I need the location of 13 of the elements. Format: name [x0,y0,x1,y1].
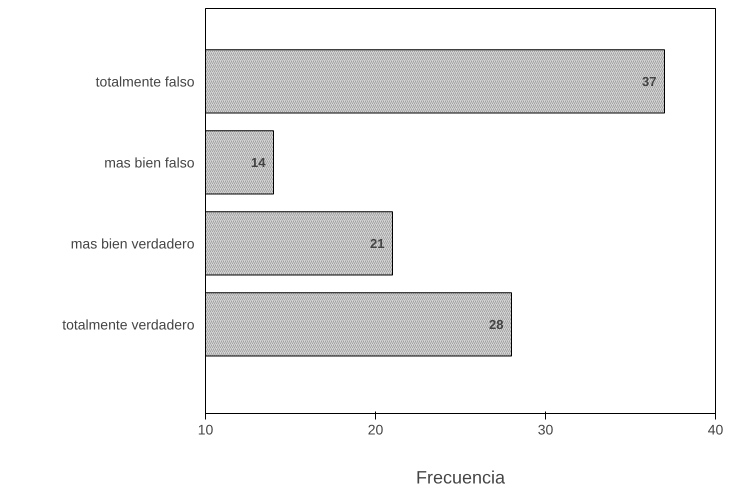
x-tick-label: 40 [708,422,724,438]
data-label: 14 [251,154,266,170]
x-tick-label: 30 [538,422,554,438]
x-tick-label: 10 [198,422,214,438]
x-tick-label: 20 [368,422,384,438]
x-axis-title: Frecuencia [416,468,506,488]
data-label: 28 [489,316,504,332]
y-tick-label: mas bien verdadero [70,235,195,252]
data-label: 37 [642,74,657,89]
y-tick-label: totalmente verdadero [62,316,195,332]
y-tick-label: totalmente falso [96,73,195,90]
data-label: 21 [370,236,385,251]
y-tick-label: mas bien falso [104,154,195,170]
